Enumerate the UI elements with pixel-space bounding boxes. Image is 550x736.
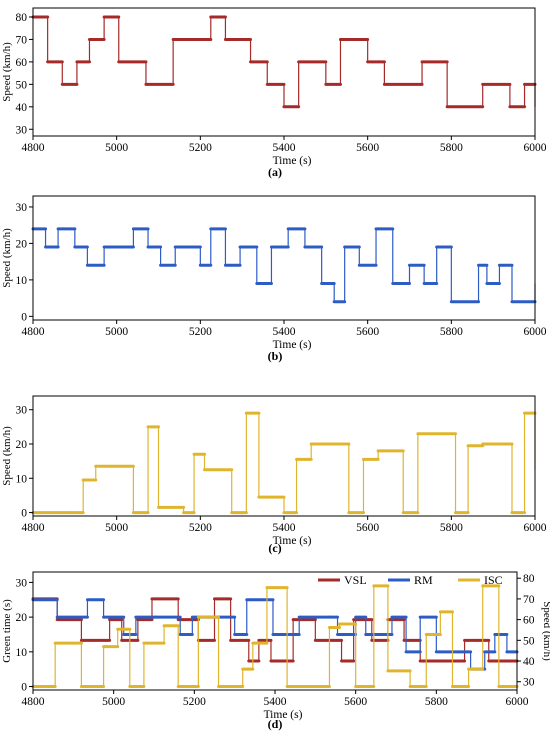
x-tick-label: 5200 <box>189 522 212 534</box>
plot-frame <box>32 571 518 691</box>
y-axis-label: Speed (km/h) <box>1 426 13 486</box>
y-tick-label: 30 <box>16 577 28 589</box>
x-tick-label: 5800 <box>440 142 463 154</box>
x-axis-label: Time (s) <box>264 709 303 721</box>
x-tick-label: 5400 <box>273 522 296 534</box>
panel-caption: (c) <box>268 541 281 555</box>
y2-tick-label: 40 <box>523 656 535 668</box>
y-tick-label: 30 <box>16 405 28 417</box>
x-tick-label: 5000 <box>105 522 128 534</box>
y-tick-label: 10 <box>16 473 28 485</box>
chart-panel-c: 4800 5000 5200 5400 5600 5800 6000 0 10 20 30 Time … <box>1 395 547 555</box>
chart-panel-d: 4800 5000 5200 5400 5600 5800 6000 0 10 20 30 30 40 5… <box>1 571 550 731</box>
panel-caption: (a) <box>268 165 282 179</box>
y-tick-label: 40 <box>16 102 28 114</box>
x-tick-label: 5400 <box>264 696 287 708</box>
x-tick-label: 5600 <box>344 696 367 708</box>
y-tick-label: 80 <box>16 12 28 24</box>
y-tick-label: 10 <box>16 647 28 659</box>
series-isc <box>31 584 519 689</box>
x-tick-label: 6000 <box>524 522 547 534</box>
series-0 <box>31 15 537 109</box>
series-0 <box>31 227 537 304</box>
y2-tick-label: 50 <box>523 635 535 647</box>
x-tick-label: 5600 <box>356 142 379 154</box>
y-tick-label: 20 <box>16 238 28 250</box>
x-axis-label: Time (s) <box>273 339 312 351</box>
y-tick-label: 30 <box>16 202 28 214</box>
chart-panel-b: 4800 5000 5200 5400 5600 5800 6000 0 10 20 30 Time … <box>1 195 547 363</box>
x-tick-label: 5400 <box>273 326 296 338</box>
x-axis-label: Time (s) <box>273 535 312 547</box>
y-tick-label: 10 <box>16 275 28 287</box>
panel-caption: (b) <box>268 349 283 363</box>
y-axis-label: Speed (km/h) <box>1 42 13 102</box>
y-tick-label: 70 <box>16 34 28 46</box>
legend: VSL RM ISC <box>318 573 503 587</box>
x-tick-label: 6000 <box>506 696 529 708</box>
x-tick-label: 4800 <box>22 326 45 338</box>
x-tick-label: 4800 <box>22 142 45 154</box>
x-tick-label: 5600 <box>356 522 379 534</box>
x-tick-label: 5600 <box>356 326 379 338</box>
x-tick-label: 5400 <box>273 142 296 154</box>
y-tick-label: 20 <box>16 612 28 624</box>
y-tick-label: 60 <box>16 57 28 69</box>
x-tick-label: 5000 <box>102 696 125 708</box>
x-tick-label: 5000 <box>105 326 128 338</box>
y-axis-label: Green time (s) <box>1 599 13 663</box>
y2-tick-label: 70 <box>523 594 535 606</box>
legend-label: VSL <box>344 573 367 587</box>
plot-frame <box>32 7 536 137</box>
y-tick-label: 0 <box>21 508 27 520</box>
legend-label: RM <box>414 573 433 587</box>
y-tick-label: 20 <box>16 439 28 451</box>
x-tick-label: 4800 <box>22 696 45 708</box>
legend-label: ISC <box>484 573 503 587</box>
x-axis-label: Time (s) <box>273 155 312 167</box>
x-tick-label: 5200 <box>189 326 212 338</box>
x-tick-label: 4800 <box>22 522 45 534</box>
x-tick-label: 5800 <box>440 522 463 534</box>
x-tick-label: 6000 <box>524 326 547 338</box>
x-tick-label: 5200 <box>189 142 212 154</box>
series-rm <box>31 598 519 671</box>
y2-axis-label: Speed (km/h) <box>541 601 550 661</box>
x-tick-label: 5000 <box>105 142 128 154</box>
y2-tick-label: 60 <box>523 615 535 627</box>
x-tick-label: 5800 <box>440 326 463 338</box>
y-tick-label: 50 <box>16 79 28 91</box>
chart-panel-a: 4800 5000 5200 5400 5600 5800 6000 30 40 50 60 70 80… <box>1 7 547 179</box>
y-axis-label: Speed (km/h) <box>1 228 13 288</box>
y2-tick-label: 80 <box>523 573 535 585</box>
y-tick-label: 30 <box>16 124 28 136</box>
panel-caption: (d) <box>268 717 283 731</box>
x-tick-label: 5800 <box>425 696 448 708</box>
x-tick-label: 5200 <box>183 696 206 708</box>
x-tick-label: 6000 <box>524 142 547 154</box>
series-0 <box>31 411 537 515</box>
y2-tick-label: 30 <box>523 677 535 689</box>
y-tick-label: 0 <box>21 682 27 694</box>
y-tick-label: 0 <box>21 311 27 323</box>
